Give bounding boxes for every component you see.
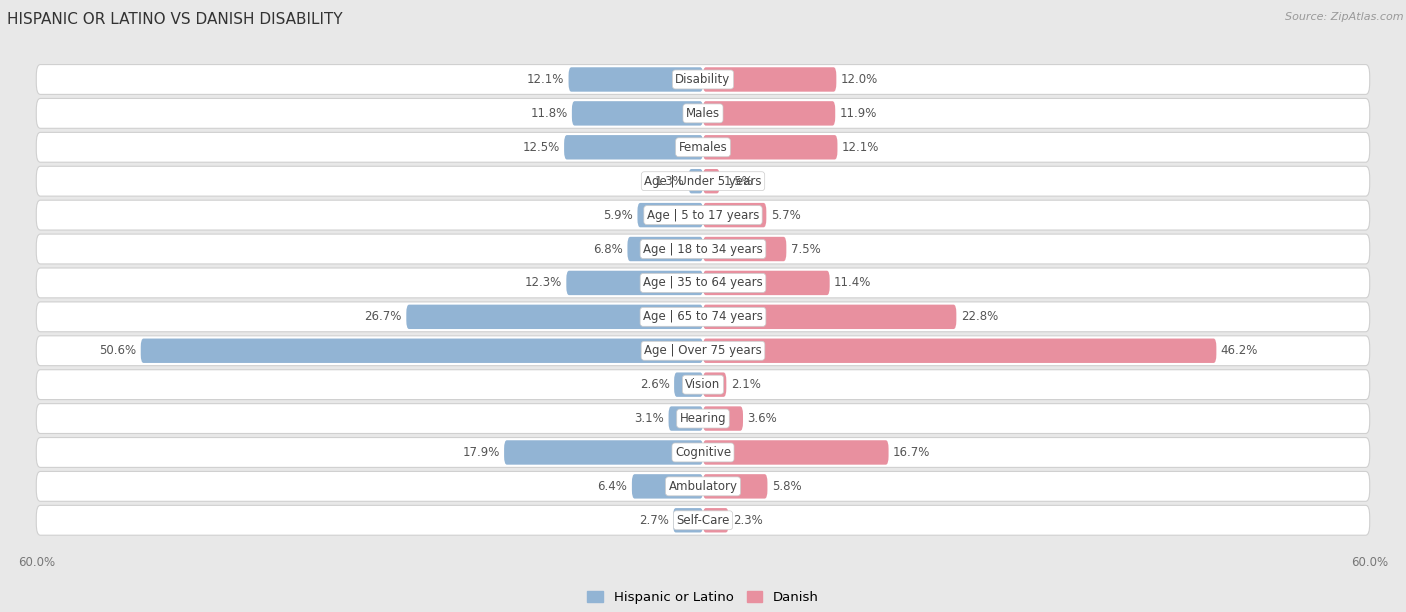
Text: 5.7%: 5.7% [770, 209, 800, 222]
Text: Hearing: Hearing [679, 412, 727, 425]
Text: Disability: Disability [675, 73, 731, 86]
FancyBboxPatch shape [703, 237, 786, 261]
FancyBboxPatch shape [703, 67, 837, 92]
FancyBboxPatch shape [703, 440, 889, 465]
FancyBboxPatch shape [37, 302, 1369, 332]
Text: 2.1%: 2.1% [731, 378, 761, 391]
FancyBboxPatch shape [37, 200, 1369, 230]
Text: Females: Females [679, 141, 727, 154]
Text: Age | Under 5 years: Age | Under 5 years [644, 174, 762, 188]
FancyBboxPatch shape [703, 101, 835, 125]
Text: 17.9%: 17.9% [463, 446, 499, 459]
Text: 26.7%: 26.7% [364, 310, 402, 323]
FancyBboxPatch shape [689, 169, 703, 193]
FancyBboxPatch shape [37, 234, 1369, 264]
Text: Self-Care: Self-Care [676, 514, 730, 527]
Text: 50.6%: 50.6% [100, 344, 136, 357]
FancyBboxPatch shape [673, 373, 703, 397]
Text: 6.8%: 6.8% [593, 242, 623, 256]
Text: Age | 65 to 74 years: Age | 65 to 74 years [643, 310, 763, 323]
Text: Age | 5 to 17 years: Age | 5 to 17 years [647, 209, 759, 222]
FancyBboxPatch shape [141, 338, 703, 363]
FancyBboxPatch shape [37, 370, 1369, 400]
Text: 5.8%: 5.8% [772, 480, 801, 493]
FancyBboxPatch shape [703, 169, 720, 193]
FancyBboxPatch shape [703, 406, 742, 431]
Text: 12.3%: 12.3% [524, 277, 562, 289]
FancyBboxPatch shape [37, 438, 1369, 468]
Text: Vision: Vision [685, 378, 721, 391]
Text: 22.8%: 22.8% [960, 310, 998, 323]
Text: 12.1%: 12.1% [527, 73, 564, 86]
FancyBboxPatch shape [627, 237, 703, 261]
Legend: Hispanic or Latino, Danish: Hispanic or Latino, Danish [582, 586, 824, 610]
Text: Age | 18 to 34 years: Age | 18 to 34 years [643, 242, 763, 256]
Text: 7.5%: 7.5% [790, 242, 821, 256]
Text: Source: ZipAtlas.com: Source: ZipAtlas.com [1285, 12, 1403, 22]
Text: 11.4%: 11.4% [834, 277, 872, 289]
FancyBboxPatch shape [37, 99, 1369, 129]
FancyBboxPatch shape [637, 203, 703, 227]
FancyBboxPatch shape [37, 404, 1369, 433]
Text: 12.0%: 12.0% [841, 73, 877, 86]
FancyBboxPatch shape [37, 506, 1369, 536]
FancyBboxPatch shape [703, 271, 830, 295]
Text: 12.5%: 12.5% [523, 141, 560, 154]
Text: 1.5%: 1.5% [724, 174, 754, 188]
Text: 11.8%: 11.8% [530, 107, 568, 120]
Text: 2.6%: 2.6% [640, 378, 669, 391]
FancyBboxPatch shape [673, 508, 703, 532]
FancyBboxPatch shape [37, 471, 1369, 501]
FancyBboxPatch shape [703, 508, 728, 532]
FancyBboxPatch shape [37, 268, 1369, 298]
FancyBboxPatch shape [703, 338, 1216, 363]
Text: 16.7%: 16.7% [893, 446, 931, 459]
FancyBboxPatch shape [37, 166, 1369, 196]
Text: 11.9%: 11.9% [839, 107, 877, 120]
Text: 46.2%: 46.2% [1220, 344, 1258, 357]
Text: Age | Over 75 years: Age | Over 75 years [644, 344, 762, 357]
FancyBboxPatch shape [37, 64, 1369, 94]
FancyBboxPatch shape [568, 67, 703, 92]
Text: HISPANIC OR LATINO VS DANISH DISABILITY: HISPANIC OR LATINO VS DANISH DISABILITY [7, 12, 343, 28]
Text: 3.6%: 3.6% [748, 412, 778, 425]
FancyBboxPatch shape [703, 305, 956, 329]
FancyBboxPatch shape [703, 474, 768, 499]
Text: 3.1%: 3.1% [634, 412, 664, 425]
Text: 2.3%: 2.3% [733, 514, 762, 527]
FancyBboxPatch shape [703, 135, 838, 160]
FancyBboxPatch shape [406, 305, 703, 329]
FancyBboxPatch shape [631, 474, 703, 499]
Text: Ambulatory: Ambulatory [668, 480, 738, 493]
FancyBboxPatch shape [567, 271, 703, 295]
Text: Males: Males [686, 107, 720, 120]
Text: 6.4%: 6.4% [598, 480, 627, 493]
FancyBboxPatch shape [505, 440, 703, 465]
FancyBboxPatch shape [669, 406, 703, 431]
Text: Age | 35 to 64 years: Age | 35 to 64 years [643, 277, 763, 289]
Text: 12.1%: 12.1% [842, 141, 879, 154]
FancyBboxPatch shape [37, 132, 1369, 162]
FancyBboxPatch shape [703, 373, 727, 397]
Text: Cognitive: Cognitive [675, 446, 731, 459]
Text: 2.7%: 2.7% [638, 514, 669, 527]
FancyBboxPatch shape [703, 203, 766, 227]
FancyBboxPatch shape [37, 336, 1369, 365]
Text: 5.9%: 5.9% [603, 209, 633, 222]
Text: 1.3%: 1.3% [654, 174, 685, 188]
FancyBboxPatch shape [572, 101, 703, 125]
FancyBboxPatch shape [564, 135, 703, 160]
